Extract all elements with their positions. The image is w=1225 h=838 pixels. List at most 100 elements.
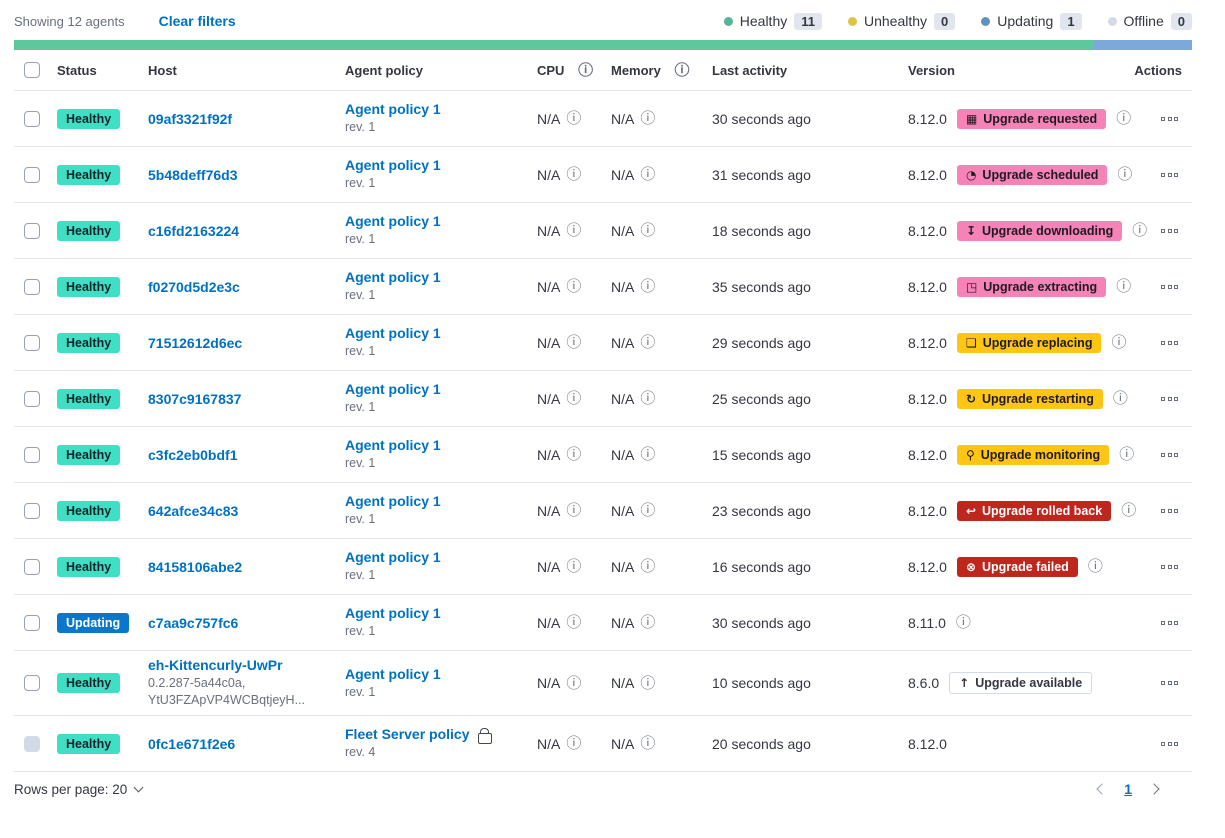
host-link[interactable]: 642afce34c83 xyxy=(148,502,239,519)
info-icon[interactable]: ⓘ xyxy=(640,165,656,183)
row-checkbox[interactable] xyxy=(24,222,40,239)
host-link[interactable]: 5b48deff76d3 xyxy=(148,166,238,183)
agent-policy-link[interactable]: Agent policy 1 xyxy=(345,157,441,173)
row-checkbox[interactable] xyxy=(24,735,40,752)
actions-button[interactable] xyxy=(1157,393,1182,405)
agent-policy-link[interactable]: Agent policy 1 xyxy=(345,101,441,117)
actions-button[interactable] xyxy=(1157,225,1182,237)
actions-button[interactable] xyxy=(1157,113,1182,125)
version-info-icon[interactable]: ⓘ xyxy=(1116,109,1132,127)
row-checkbox[interactable] xyxy=(24,558,40,575)
info-icon[interactable]: ⓘ xyxy=(566,333,582,351)
host-link[interactable]: c3fc2eb0bdf1 xyxy=(148,446,238,463)
info-icon[interactable]: ⓘ xyxy=(566,501,582,519)
select-all-checkbox[interactable] xyxy=(24,62,40,78)
info-icon[interactable]: ⓘ xyxy=(566,277,582,295)
agent-policy-link[interactable]: Agent policy 1 xyxy=(345,665,441,682)
agent-policy-link[interactable]: Agent policy 1 xyxy=(345,269,441,285)
row-checkbox[interactable] xyxy=(24,166,40,183)
actions-button[interactable] xyxy=(1157,505,1182,517)
version-info-icon[interactable]: ⓘ xyxy=(955,613,971,631)
row-checkbox[interactable] xyxy=(24,110,40,127)
row-checkbox[interactable] xyxy=(24,334,40,351)
next-page-button[interactable] xyxy=(1148,783,1160,795)
info-icon[interactable]: ⓘ xyxy=(640,613,656,631)
actions-button[interactable] xyxy=(1157,677,1182,689)
legend-item-unhealthy[interactable]: Unhealthy 0 xyxy=(847,12,956,30)
version-info-icon[interactable]: ⓘ xyxy=(1117,165,1133,183)
actions-button[interactable] xyxy=(1157,617,1182,629)
host-link[interactable]: c16fd2163224 xyxy=(148,222,240,239)
host-link[interactable]: 09af3321f92f xyxy=(148,110,233,127)
version-info-icon[interactable]: ⓘ xyxy=(1116,277,1132,295)
info-icon[interactable]: ⓘ xyxy=(640,734,656,752)
info-icon[interactable]: ⓘ xyxy=(566,613,582,631)
info-icon[interactable]: ⓘ xyxy=(566,165,582,183)
info-icon[interactable]: ⓘ xyxy=(566,445,582,463)
info-icon[interactable]: ⓘ xyxy=(566,734,582,752)
row-checkbox[interactable] xyxy=(24,446,40,463)
agent-policy-link[interactable]: Agent policy 1 xyxy=(345,493,441,509)
info-icon[interactable]: ⓘ xyxy=(566,389,582,407)
host-link[interactable]: 0fc1e671f2e6 xyxy=(148,735,236,752)
actions-button[interactable] xyxy=(1157,449,1182,461)
legend-item-updating[interactable]: Updating 1 xyxy=(981,12,1082,30)
row-checkbox[interactable] xyxy=(24,614,40,631)
memory-value: N/A xyxy=(611,166,635,183)
upgrade-badge-icon: ▦ xyxy=(965,111,978,126)
actions-button[interactable] xyxy=(1157,169,1182,181)
actions-button[interactable] xyxy=(1157,561,1182,573)
agent-policy-link[interactable]: Agent policy 1 xyxy=(345,381,441,397)
version-info-icon[interactable]: ⓘ xyxy=(1121,501,1137,519)
agent-policy-link[interactable]: Agent policy 1 xyxy=(345,605,441,621)
agent-policy-link[interactable]: Fleet Server policy xyxy=(345,726,470,742)
info-icon[interactable]: ⓘ xyxy=(640,333,656,351)
info-icon[interactable]: ⓘ xyxy=(640,221,656,239)
agent-policy-link[interactable]: Agent policy 1 xyxy=(345,437,441,453)
page-number-1[interactable]: 1 xyxy=(1124,781,1132,797)
row-checkbox[interactable] xyxy=(24,278,40,295)
info-icon[interactable]: ⓘ xyxy=(566,221,582,239)
upgrade-badge-label: Upgrade rolled back xyxy=(982,503,1103,518)
info-icon[interactable]: ⓘ xyxy=(640,277,656,295)
info-icon[interactable]: ⓘ xyxy=(566,557,582,575)
version-info-icon[interactable]: ⓘ xyxy=(1119,445,1135,463)
agent-policy-link[interactable]: Agent policy 1 xyxy=(345,213,441,229)
actions-button[interactable] xyxy=(1157,337,1182,349)
row-checkbox[interactable] xyxy=(24,390,40,407)
info-icon[interactable]: ⓘ xyxy=(640,501,656,519)
row-checkbox[interactable] xyxy=(24,502,40,519)
host-link[interactable]: c7aa9c757fc6 xyxy=(148,614,239,631)
host-link[interactable]: 8307c9167837 xyxy=(148,390,242,407)
memory-info-icon[interactable]: ⓘ xyxy=(674,60,690,79)
table-row: Healthy 0fc1e671f2e6 Fleet Server policy… xyxy=(14,716,1192,772)
row-checkbox[interactable] xyxy=(24,675,40,691)
host-link[interactable]: eh-Kittencurly-UwPr xyxy=(148,657,283,673)
info-icon[interactable]: ⓘ xyxy=(640,389,656,407)
actions-button[interactable] xyxy=(1157,738,1182,750)
clear-filters-link[interactable]: Clear filters xyxy=(158,13,236,29)
version-info-icon[interactable]: ⓘ xyxy=(1111,333,1127,351)
host-link[interactable]: f0270d5d2e3c xyxy=(148,278,240,295)
version-value: 8.6.0 xyxy=(908,675,940,691)
cpu-info-icon[interactable]: ⓘ xyxy=(578,60,594,79)
legend-item-offline[interactable]: Offline 0 xyxy=(1107,12,1192,30)
host-link[interactable]: 84158106abe2 xyxy=(148,558,243,575)
agent-policy-link[interactable]: Agent policy 1 xyxy=(345,325,441,341)
info-icon[interactable]: ⓘ xyxy=(640,557,656,575)
actions-button[interactable] xyxy=(1157,281,1182,293)
host-link[interactable]: 71512612d6ec xyxy=(148,334,243,351)
legend-item-healthy[interactable]: Healthy 11 xyxy=(723,12,822,30)
info-icon[interactable]: ⓘ xyxy=(640,673,656,692)
previous-page-button[interactable] xyxy=(1096,783,1108,795)
info-icon[interactable]: ⓘ xyxy=(566,109,582,127)
version-info-icon[interactable]: ⓘ xyxy=(1112,389,1128,407)
info-icon[interactable]: ⓘ xyxy=(640,109,656,127)
version-info-icon[interactable]: ⓘ xyxy=(1132,221,1148,239)
agent-policy-link[interactable]: Agent policy 1 xyxy=(345,549,441,565)
version-info-icon[interactable]: ⓘ xyxy=(1087,557,1103,575)
rows-per-page-button[interactable]: Rows per page: 20 xyxy=(14,782,144,797)
info-icon[interactable]: ⓘ xyxy=(566,673,582,692)
status-badge: Healthy xyxy=(57,733,121,754)
info-icon[interactable]: ⓘ xyxy=(640,445,656,463)
